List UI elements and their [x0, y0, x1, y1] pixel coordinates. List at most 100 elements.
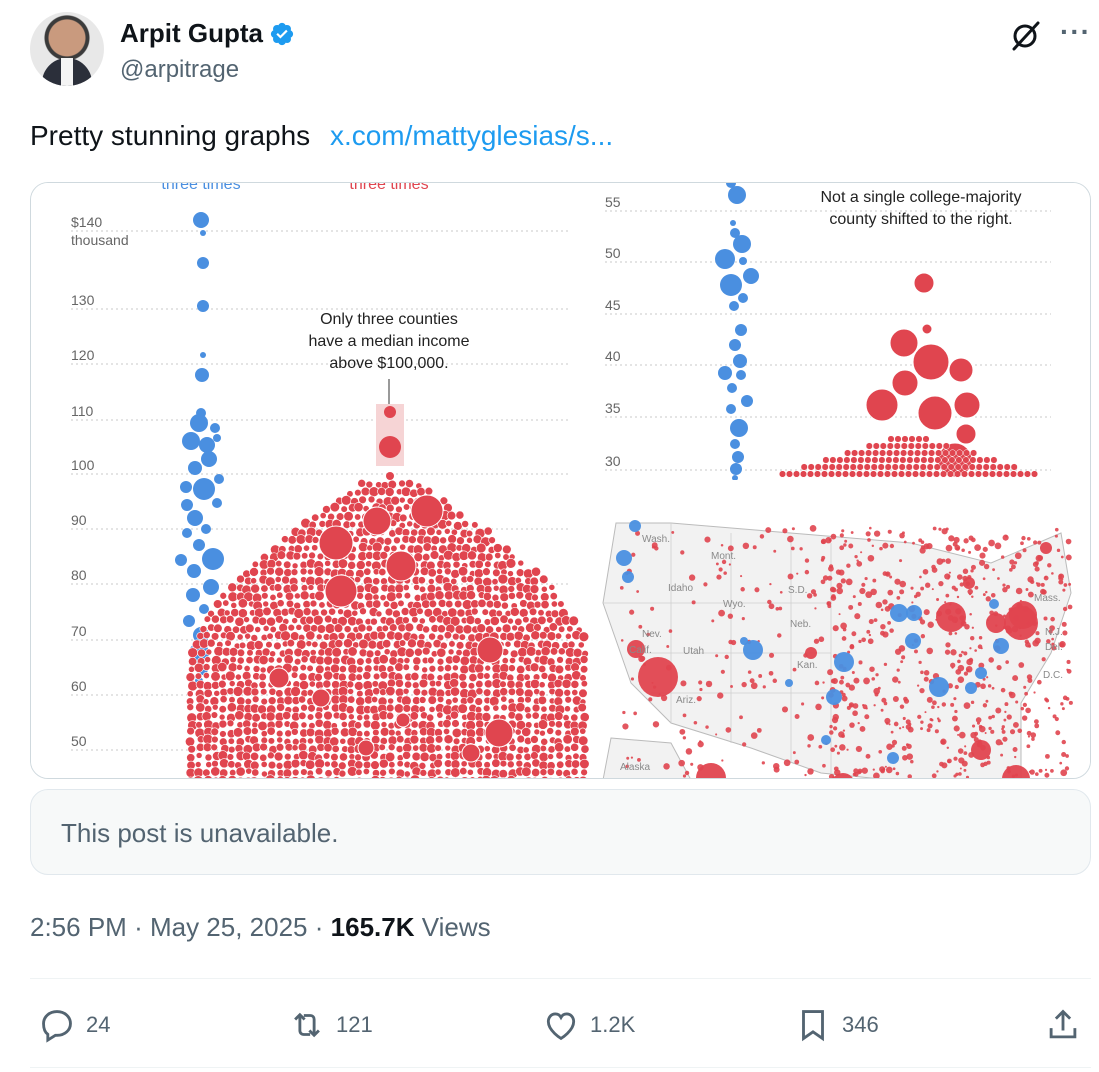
red-county-bubble [199, 625, 208, 634]
red-county-bubble [406, 520, 414, 528]
red-county-bubble [447, 534, 457, 544]
reply-button[interactable]: 24 [38, 1006, 110, 1044]
red-county-bubble [337, 558, 349, 569]
red-county-bubble [484, 752, 493, 761]
post-time[interactable]: 2:56 PM [30, 912, 127, 942]
share-button[interactable] [1044, 1006, 1082, 1044]
county-dot [717, 692, 724, 699]
county-dot [1020, 706, 1025, 711]
author-handle[interactable]: @arpitrage [120, 56, 240, 83]
more-icon[interactable]: ··· [1060, 16, 1091, 47]
county-dot [880, 708, 884, 712]
red-county-bubble [362, 671, 372, 680]
red-county-bubble [385, 686, 396, 697]
red-county-bubble [434, 590, 445, 601]
county-dot [979, 725, 986, 733]
county-dot [920, 670, 924, 675]
county-dot [720, 669, 725, 674]
author-name[interactable]: Arpit Gupta [120, 18, 263, 48]
red-county-bubble [294, 592, 301, 600]
red-county-bubble [434, 744, 442, 752]
red-county-bubble [334, 639, 344, 648]
county-dot [958, 772, 962, 776]
county-dot [945, 642, 951, 648]
county-dot [740, 575, 743, 578]
red-county-bubble [522, 615, 530, 624]
county-dot [698, 740, 702, 743]
red-county-bubble [354, 681, 364, 691]
red-county-bubble [513, 630, 524, 641]
red-county-bubble-large [953, 391, 981, 419]
red-county-bubble [365, 624, 373, 632]
red-county-bubble [201, 711, 212, 722]
red-county-bubble [953, 470, 962, 478]
blue-county-bubble [730, 463, 742, 475]
county-dot [891, 739, 898, 745]
county-dot [1037, 540, 1042, 545]
tweet-link[interactable]: x.com/mattyglesias/s... [329, 120, 614, 151]
post-date[interactable]: May 25, 2025 [149, 912, 308, 942]
red-county-bubble [427, 695, 437, 705]
county-dot [638, 624, 643, 629]
county-dot [818, 744, 823, 749]
county-dot [782, 528, 788, 534]
county-dot [1066, 668, 1069, 672]
red-county-bubble [394, 662, 404, 672]
red-county-bubble [456, 536, 465, 545]
county-dot [1000, 687, 1006, 693]
red-county-bubble [226, 702, 237, 713]
red-county-bubble [489, 696, 500, 707]
county-dot [953, 756, 958, 761]
avatar[interactable] [30, 12, 104, 86]
red-county-bubble [375, 610, 383, 618]
red-county-bubble [452, 632, 460, 641]
county-dot [894, 578, 901, 585]
red-county-bubble [275, 656, 283, 664]
red-county-bubble [928, 449, 936, 457]
red-county-bubble [843, 456, 851, 464]
red-county-bubble [290, 671, 299, 679]
media-graphic: three times three times$14013012011010090… [31, 183, 1090, 778]
blue-county-bubble [213, 434, 221, 442]
quoted-post[interactable]: This post is unavailable. [30, 789, 1091, 875]
red-county-bubble [379, 551, 389, 560]
red-county-bubble [384, 487, 395, 497]
county-dot [956, 574, 963, 580]
county-dot [893, 721, 899, 727]
county-dot [971, 595, 974, 598]
red-county-bubble [474, 697, 484, 706]
red-county-bubble [554, 711, 564, 721]
repost-button[interactable]: 121 [288, 1006, 373, 1044]
tweet-media[interactable]: three times three times $140 130 120 110 100 90… [30, 182, 1091, 779]
red-county-bubble [960, 470, 969, 478]
red-county-bubble [457, 703, 468, 714]
county-dot [963, 702, 971, 710]
county-dot [1015, 587, 1023, 595]
red-county-bubble [228, 696, 236, 704]
county-dot [650, 606, 655, 611]
meta-separator-1: · [134, 912, 143, 942]
county-dot [902, 716, 906, 720]
county-dot [1034, 561, 1039, 566]
red-county-bubble [388, 776, 395, 778]
red-county-bubble [483, 745, 491, 753]
county-bubble-red [696, 763, 726, 778]
bookmark-button[interactable]: 346 [794, 1006, 879, 1044]
red-county-bubble [395, 775, 403, 778]
blue-county-bubble [175, 554, 187, 566]
red-county-bubble [421, 646, 431, 656]
grok-icon[interactable] [1010, 20, 1042, 52]
blue-county-bubble [187, 510, 203, 526]
like-button[interactable]: 1.2K [542, 1006, 635, 1044]
red-county-bubble [308, 680, 316, 688]
red-county-bubble [428, 632, 436, 641]
red-county-bubble [372, 593, 380, 601]
red-county-bubble [501, 657, 509, 665]
county-bubble-blue [887, 752, 899, 764]
red-county-bubble [227, 737, 235, 745]
county-dot [881, 697, 887, 703]
red-county-bubble [455, 510, 465, 520]
red-county-bubble [919, 463, 927, 471]
red-county-bubble [548, 622, 558, 632]
red-county-bubble [287, 623, 296, 632]
